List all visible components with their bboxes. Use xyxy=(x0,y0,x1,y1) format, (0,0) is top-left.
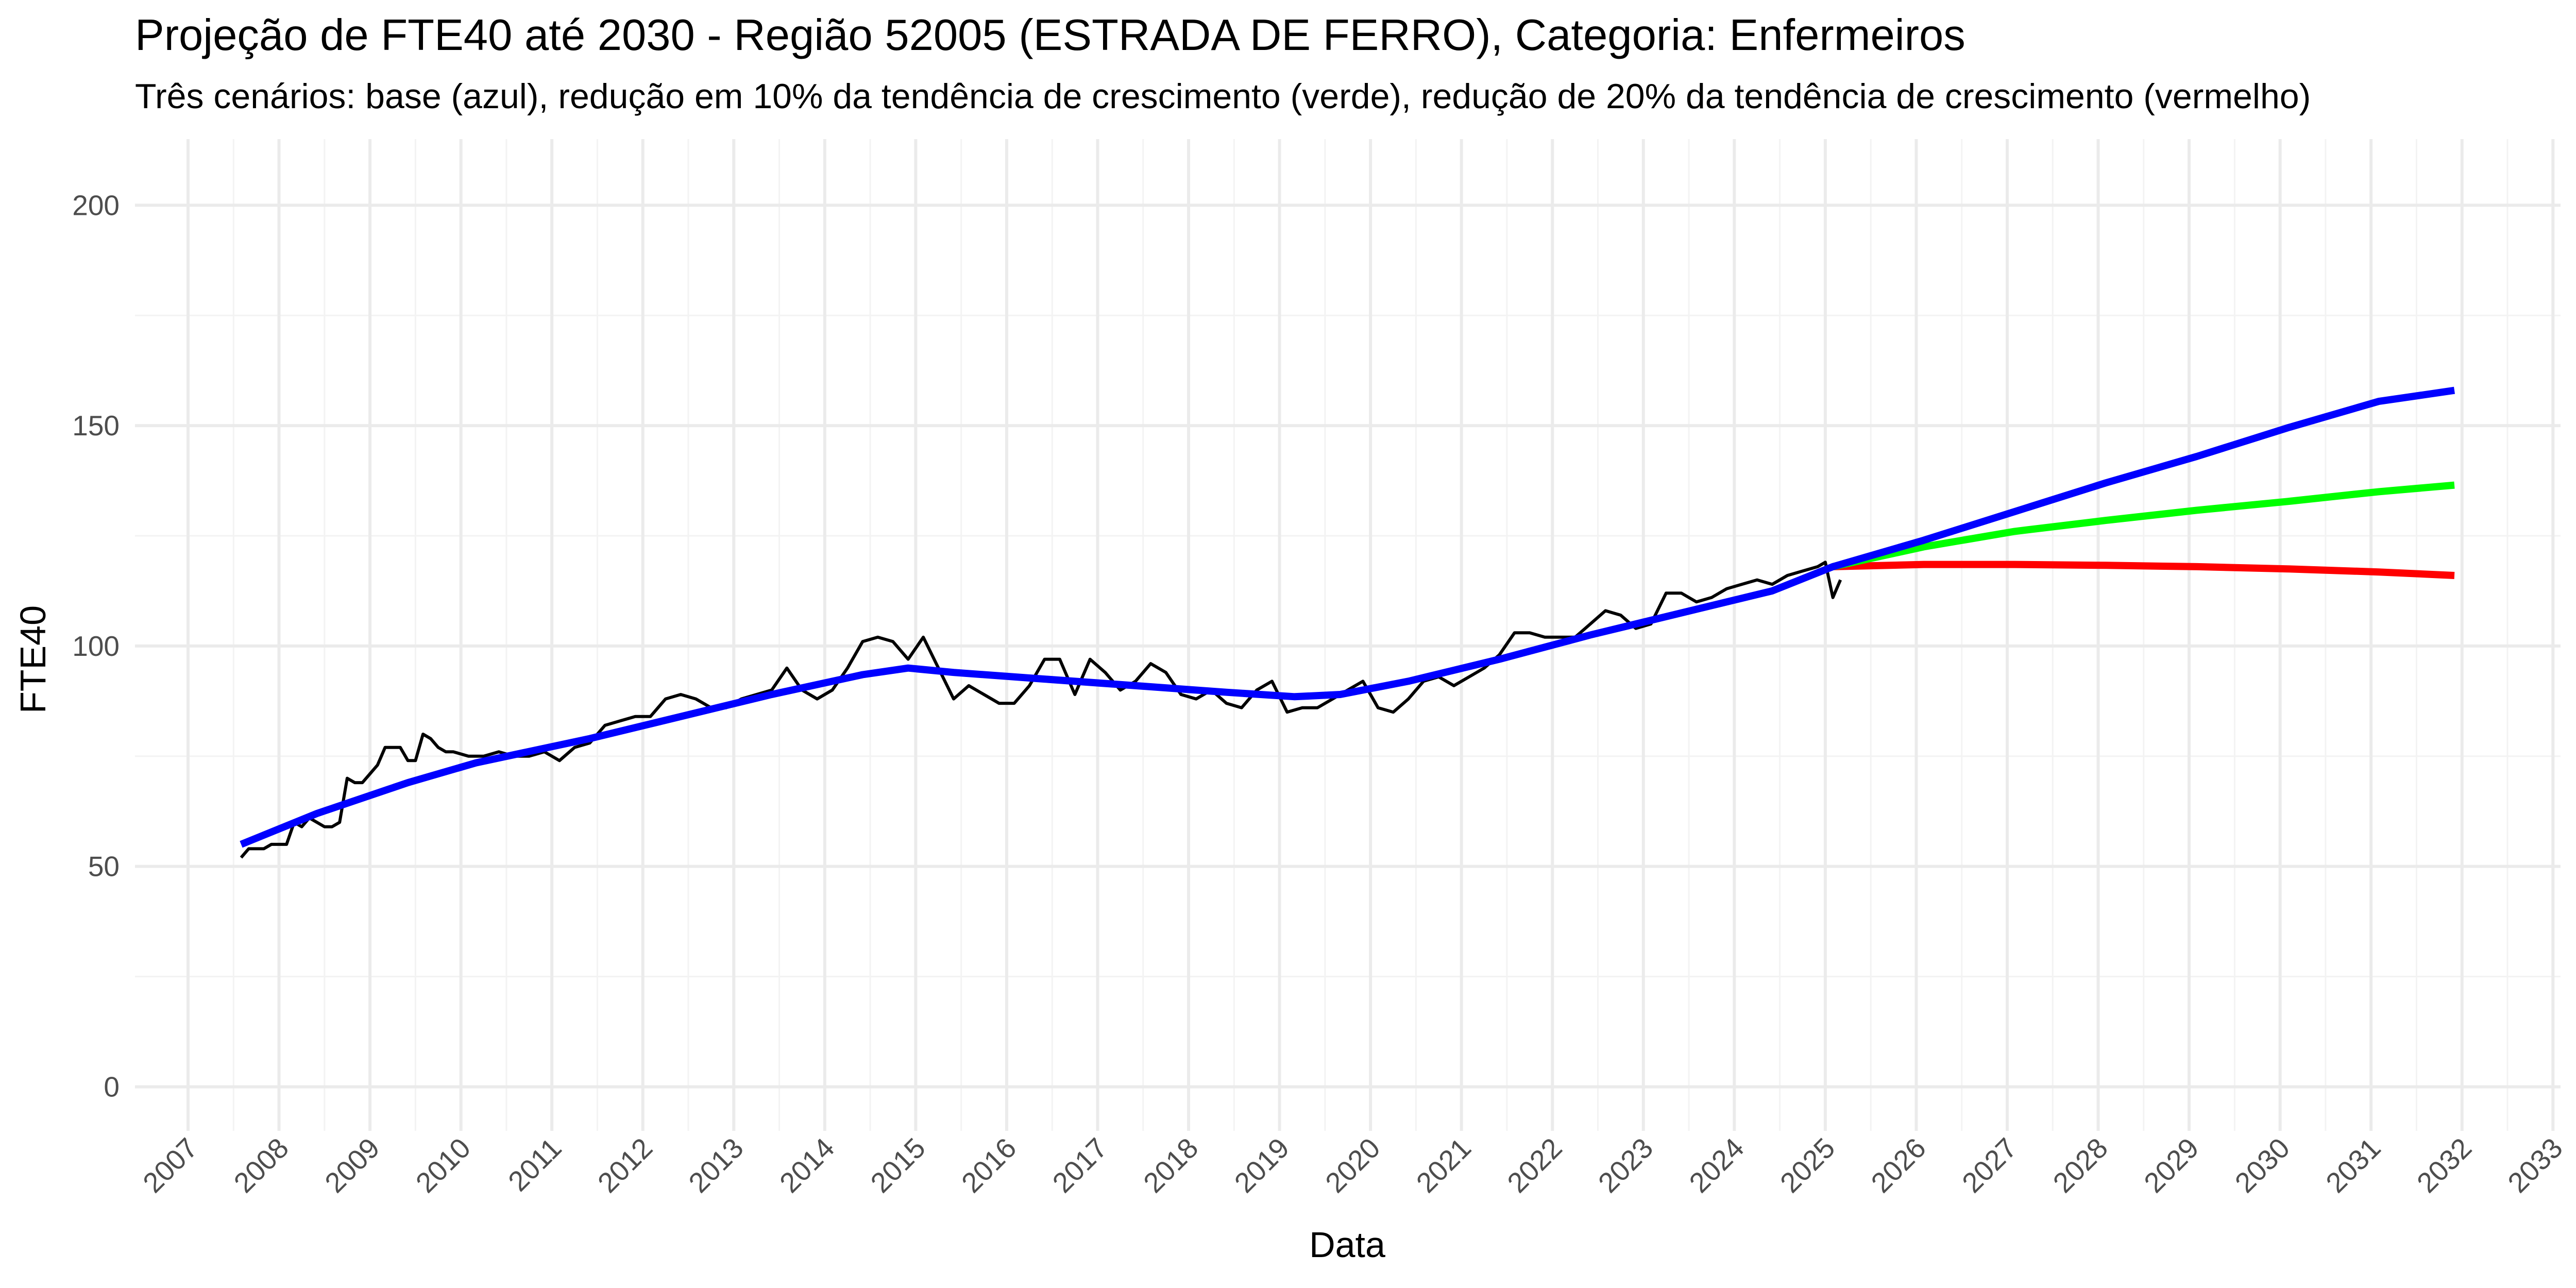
series-layer xyxy=(240,386,2455,859)
y-tick-labels: 0 50 100 150 200 xyxy=(72,189,120,1103)
chart-subtitle: Três cenários: base (azul), redução em 1… xyxy=(135,77,2311,116)
y-tick-label-200: 200 xyxy=(72,189,120,221)
series-line-green xyxy=(1832,481,2455,570)
series-line-red xyxy=(1833,561,2455,579)
y-tick-label-50: 50 xyxy=(88,851,120,883)
y-axis-title: FTE40 xyxy=(13,605,53,714)
grid-minor xyxy=(135,139,2561,1131)
y-tick-label-100: 100 xyxy=(72,630,120,662)
grid-major xyxy=(135,139,2561,1131)
series-line-base xyxy=(240,386,2455,848)
y-tick-label-150: 150 xyxy=(72,410,120,442)
x-axis-title: Data xyxy=(1309,1225,1385,1265)
series-line-observed xyxy=(240,561,1842,859)
y-tick-label-0: 0 xyxy=(104,1071,120,1103)
chart-title: Projeção de FTE40 até 2030 - Região 5200… xyxy=(135,11,1965,60)
